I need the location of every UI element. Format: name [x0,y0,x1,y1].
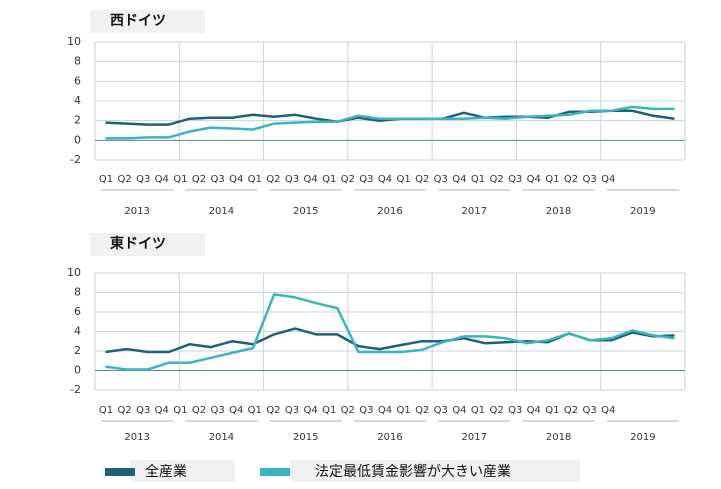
y-tick-label: 6 [74,74,81,87]
y-tick-label: 6 [74,305,81,318]
x-tick-label: Q2 [266,174,280,185]
x-tick-label: Q2 [117,405,131,416]
x-tick-label: Q3 [285,174,299,185]
group-label: 2015 [293,432,318,443]
y-tick-label: 2 [74,344,81,357]
y-tick-label: 8 [74,286,81,299]
y-tick-label: -2 [70,153,81,166]
legend-box [130,460,235,482]
group-label: 2017 [462,206,487,217]
y-tick-label: 2 [74,114,81,127]
series-line [105,293,675,371]
x-tick-label: Q3 [210,174,224,185]
group-label: 2014 [209,206,234,217]
x-tick-label: Q1 [173,174,187,185]
x-tick-label: Q3 [434,405,448,416]
x-tick-label: Q4 [229,174,243,185]
x-tick-label: Q2 [341,174,355,185]
x-tick-label: Q2 [489,174,503,185]
group-label: 2013 [124,432,149,443]
x-tick-label: Q4 [378,405,392,416]
series-line [105,105,675,140]
y-tick-label: 0 [74,133,81,146]
x-tick-label: Q4 [527,174,541,185]
y-tick-label: 8 [74,55,81,68]
title-box [90,10,205,33]
x-tick-label: Q4 [601,405,615,416]
x-tick-label: Q1 [248,405,262,416]
x-tick-label: Q2 [489,405,503,416]
x-tick-label: Q1 [99,174,113,185]
group-label: 2016 [377,432,402,443]
group-label: 2015 [293,206,318,217]
x-tick-label: Q2 [564,405,578,416]
group-label: 2019 [630,206,655,217]
x-tick-label: Q3 [508,174,522,185]
x-tick-label: Q4 [527,405,541,416]
x-tick-label: Q3 [508,405,522,416]
legend-label: 法定最低賃金影響が大きい産業 [315,463,511,480]
x-tick-label: Q2 [117,174,131,185]
x-tick-label: Q1 [173,405,187,416]
x-tick-label: Q2 [415,405,429,416]
y-tick-label: -2 [70,383,81,396]
legend-label: 全産業 [145,463,187,480]
y-tick-label: 0 [74,364,81,377]
y-tick-label: 10 [67,35,81,48]
x-tick-label: Q1 [545,174,559,185]
y-tick-label: 10 [67,266,81,279]
x-tick-label: Q2 [192,174,206,185]
x-tick-label: Q3 [434,174,448,185]
title-box [90,233,205,256]
group-label: 2017 [462,432,487,443]
x-tick-label: Q4 [452,405,466,416]
x-tick-label: Q3 [359,174,373,185]
x-tick-label: Q3 [136,405,150,416]
chart-title: 東ドイツ [110,235,166,252]
x-tick-label: Q1 [322,174,336,185]
x-tick-label: Q3 [582,174,596,185]
x-tick-label: Q2 [192,405,206,416]
x-tick-label: Q1 [322,405,336,416]
group-label: 2013 [124,206,149,217]
x-tick-label: Q1 [248,174,262,185]
x-tick-label: Q3 [582,405,596,416]
x-tick-label: Q2 [341,405,355,416]
x-tick-label: Q4 [229,405,243,416]
x-tick-label: Q3 [210,405,224,416]
group-label: 2018 [546,432,571,443]
x-tick-label: Q1 [471,405,485,416]
y-tick-label: 4 [74,325,81,338]
x-tick-label: Q1 [396,174,410,185]
chart-title: 西ドイツ [110,13,166,29]
x-tick-label: Q4 [155,174,169,185]
x-tick-label: Q4 [378,174,392,185]
y-tick-label: 4 [74,94,81,107]
x-tick-label: Q3 [359,405,373,416]
legend-box [290,460,580,482]
x-tick-label: Q4 [303,174,317,185]
x-tick-label: Q2 [415,174,429,185]
x-tick-label: Q3 [285,405,299,416]
x-tick-label: Q4 [452,174,466,185]
group-label: 2014 [209,432,234,443]
legend-swatch [105,468,135,476]
legend-swatch [260,468,290,476]
x-tick-label: Q1 [396,405,410,416]
group-label: 2019 [630,432,655,443]
x-tick-label: Q2 [564,174,578,185]
x-tick-label: Q1 [99,405,113,416]
x-tick-label: Q3 [136,174,150,185]
x-tick-label: Q1 [471,174,485,185]
group-label: 2018 [546,206,571,217]
group-label: 2016 [377,206,402,217]
x-tick-label: Q1 [545,405,559,416]
x-tick-label: Q2 [266,405,280,416]
x-tick-label: Q4 [601,174,615,185]
x-tick-label: Q4 [155,405,169,416]
x-tick-label: Q4 [303,405,317,416]
